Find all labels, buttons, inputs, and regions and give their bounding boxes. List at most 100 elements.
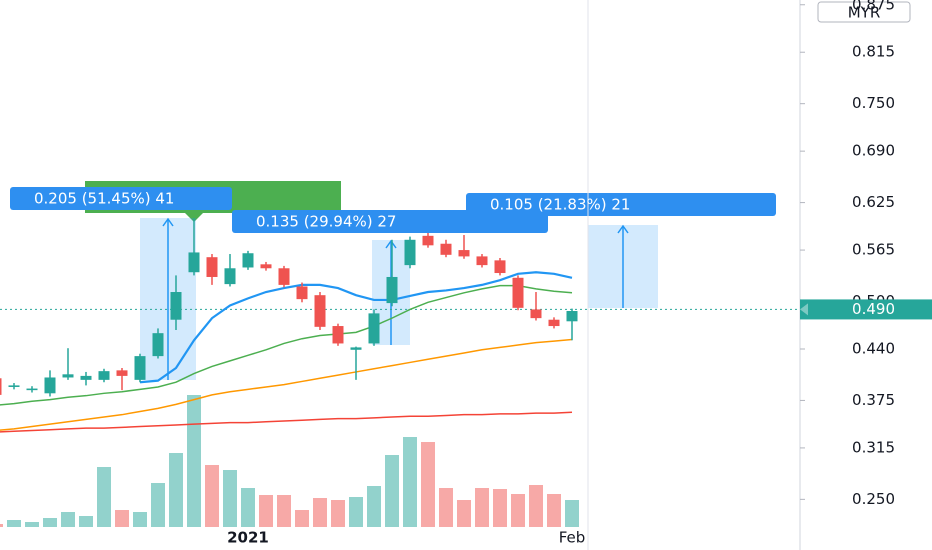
volume-bar [25,522,39,527]
annotation-label: 0.205 (51.45%) 41 [34,190,174,208]
volume-bar [295,510,309,527]
candle-body [152,333,164,357]
candle-body [548,319,560,327]
volume-bar [529,485,543,527]
candle-body [62,374,74,378]
volume-bar [475,488,489,527]
candle-body [296,286,308,300]
volume-bar [403,437,417,527]
volume-bar [313,498,327,527]
x-tick-label: Feb [559,529,586,547]
y-tick-label: 0.815 [852,43,895,61]
annotation-label: 0.135 (29.94%) 27 [256,213,396,231]
volume-bar [79,516,93,527]
x-tick-label: 2021 [227,529,269,547]
y-tick-label: 0.690 [852,142,895,160]
moving-average [0,338,573,431]
candle-body [386,276,398,304]
moving-average [139,271,573,384]
volume-bar [97,467,111,527]
last-price-pointer [800,303,808,316]
candle-body [26,388,38,391]
candle-body [8,385,20,387]
volume-bar [511,494,525,527]
volume-bar [439,488,453,527]
candle-body [134,356,146,380]
volume-bar [187,395,201,527]
candle-body [350,347,362,350]
candle-body [0,378,2,395]
y-tick-label: 0.565 [852,241,895,259]
volume-bar [7,520,21,527]
last-price-label: 0.490 [852,300,895,318]
candle-body [278,268,290,285]
arrow-head [617,224,629,234]
volume-bar [43,518,57,527]
volume-bar [331,500,345,527]
y-tick-label: 0.250 [852,490,895,508]
moving-average [0,284,573,406]
y-tick-label: 0.440 [852,339,895,357]
arrow-head [385,239,397,249]
volume-bar [349,497,363,527]
volume-bar [61,512,75,527]
candle-body [422,235,434,246]
plot-area [0,181,800,527]
volume-bar [547,494,561,527]
label-pointer [185,213,203,222]
candle-body [116,370,128,376]
volume-bar [493,489,507,527]
candle-body [170,292,182,320]
volume-bar [457,500,471,527]
candle-body [494,260,506,274]
candle-body [80,375,92,380]
annotation-label: 0.105 (21.83%) 21 [490,196,630,214]
candle-body [98,371,110,380]
volume-bar [241,488,255,527]
volume-bar [151,483,165,527]
candle-body [314,295,326,327]
volume-bar [0,524,3,527]
y-tick-label: 0.875 [852,0,895,13]
volume-bar [205,465,219,527]
candle-body [440,243,452,255]
moving-average [0,411,573,433]
candle-body [44,377,56,394]
volume-bar [421,442,435,527]
candle-body [260,264,272,269]
y-tick-label: 0.750 [852,94,895,112]
currency: MYR [848,4,881,22]
candle-body [476,256,488,266]
volume-bar [385,455,399,527]
arrow-head [162,217,174,227]
annotation-label-bg [466,193,776,216]
y-tick-label: 0.625 [852,193,895,211]
volume-bar [277,495,291,527]
candle-body [566,311,578,322]
volume-bar [133,512,147,527]
candle-body [404,239,416,266]
volume-bar [223,470,237,527]
candle-body [368,313,380,344]
volume-bar [115,510,129,527]
volume-bar [259,495,273,527]
volume-bar [169,453,183,527]
candle-body [530,309,542,319]
volume-bar [367,486,381,527]
candle-body [188,252,200,273]
candle-body [224,268,236,285]
candle-body [458,250,470,257]
candle-body [332,326,344,344]
y-tick-label: 0.315 [852,438,895,456]
currency-box[interactable] [817,1,911,23]
volume-bar [565,500,579,527]
y-tick-label: 0.375 [852,391,895,409]
candle-body [242,253,254,268]
candle-body [512,277,524,308]
candle-body [206,257,218,277]
annotation-label-bg [10,187,232,210]
last-price-tag [800,299,932,320]
